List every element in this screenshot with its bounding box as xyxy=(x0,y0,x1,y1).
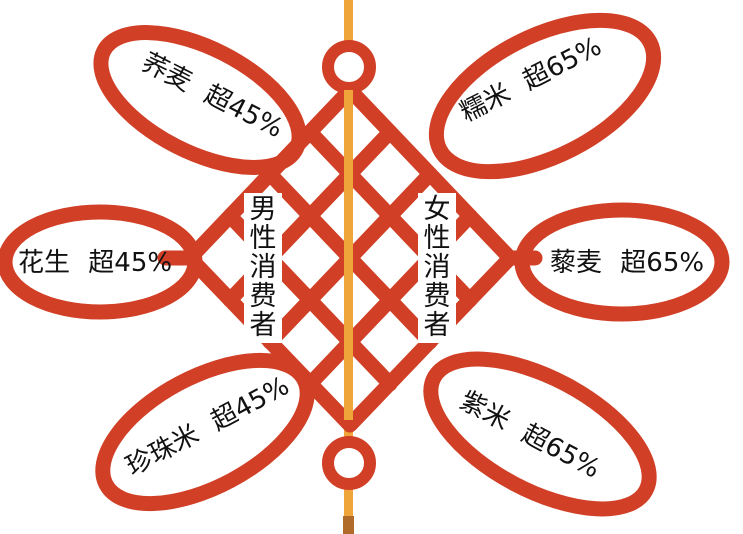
group-label-char: 消 xyxy=(424,252,451,283)
male-consumers-label: 男性消费者 xyxy=(250,194,277,341)
top-ring xyxy=(322,40,376,94)
label-glutinous-rice: 糯米 超65% xyxy=(456,32,607,129)
lattice-outline xyxy=(182,82,518,433)
label-buckwheat-name: 荞麦 xyxy=(137,48,197,98)
label-pearl-rice-name: 珍珠米 xyxy=(121,419,204,482)
group-label-char: 女 xyxy=(424,194,451,225)
label-quinoa-value: 超65% xyxy=(620,248,704,278)
cord-overlay xyxy=(344,90,353,420)
group-label-char: 费 xyxy=(250,281,277,312)
female-label-bg xyxy=(418,193,456,343)
label-black-rice-value: 超65% xyxy=(517,419,605,485)
label-pearl-rice: 珍珠米 超45% xyxy=(121,371,294,482)
group-label-char: 费 xyxy=(424,281,451,312)
loop-glutinous-rice xyxy=(428,12,662,180)
label-quinoa-name: 藜麦 xyxy=(550,248,602,278)
group-label-char: 男 xyxy=(250,194,277,225)
label-black-rice-name: 紫米 xyxy=(455,386,515,437)
bottom-ring xyxy=(322,436,376,490)
label-peanut: 花生 超45% xyxy=(18,248,172,278)
label-peanut-name: 花生 xyxy=(18,248,70,278)
male-label-bg xyxy=(244,193,282,343)
group-label-char: 性 xyxy=(424,223,451,254)
group-label-char: 者 xyxy=(250,310,277,341)
group-label-char: 消 xyxy=(250,252,277,283)
cord-tassel-end xyxy=(343,516,354,534)
label-peanut-value: 超45% xyxy=(88,248,172,278)
female-consumers-label: 女性消费者 xyxy=(424,194,451,341)
group-label-char: 者 xyxy=(424,310,451,341)
loop-black-rice xyxy=(423,351,657,517)
label-quinoa: 藜麦 超65% xyxy=(550,248,704,278)
group-label-char: 性 xyxy=(250,223,277,254)
label-pearl-rice-value: 超45% xyxy=(206,371,294,437)
